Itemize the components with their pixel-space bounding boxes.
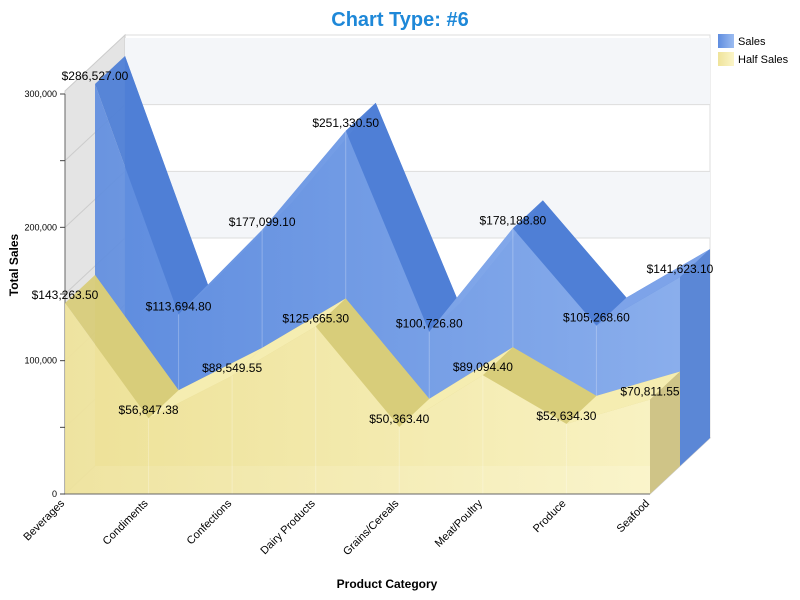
y-tick-label: 200,000 [24, 222, 57, 232]
data-label: $52,634.30 [536, 409, 596, 423]
data-label: $286,527.00 [62, 69, 129, 83]
data-label: $89,094.40 [453, 360, 513, 374]
legend-swatch [718, 34, 734, 48]
series-end-face [649, 371, 680, 494]
x-tick-label: Beverages [21, 497, 67, 543]
data-label: $100,726.80 [396, 317, 463, 331]
data-label: $251,330.50 [312, 116, 379, 130]
series-top-face [482, 347, 597, 424]
y-tick-label: 300,000 [24, 89, 57, 99]
data-label: $178,188.80 [479, 213, 546, 227]
legend-label: Half Sales [738, 54, 789, 66]
series-front-face [65, 302, 650, 494]
x-axis-title: Product Category [337, 577, 438, 591]
x-tick-label: Grains/Cereals [341, 497, 402, 558]
x-tick-label: Seafood [615, 498, 652, 535]
y-tick-label: 100,000 [24, 356, 57, 366]
data-label: $125,665.30 [282, 311, 349, 325]
data-label: $177,099.10 [229, 215, 296, 229]
x-tick-label: Meat/Poultry [433, 497, 485, 549]
grid-band [125, 38, 710, 105]
data-label: $88,549.55 [202, 361, 262, 375]
series-top-face [596, 249, 710, 326]
x-tick-label: Produce [531, 498, 568, 535]
chart-title: Chart Type: #6 [331, 9, 468, 31]
x-tick-label: Confections [185, 497, 235, 547]
series-group [65, 55, 710, 494]
data-label: $70,811.55 [620, 385, 679, 399]
series-top-face [148, 347, 263, 419]
x-tick-label: Condiments [101, 497, 151, 547]
series-top-face [315, 298, 430, 427]
series-top-face [566, 371, 680, 424]
series-top-face [399, 347, 513, 427]
data-label: $141,623.10 [647, 262, 714, 276]
data-label: $113,694.80 [146, 299, 212, 313]
x-tick-label: Dairy Products [258, 497, 318, 557]
data-labels: $286,527.00 $113,694.80 $177,099.10 $251,33… [32, 69, 714, 426]
series-top-face [232, 298, 346, 376]
y-axis-title: Total Sales [7, 233, 21, 296]
data-label: $105,268.60 [563, 311, 630, 325]
legend: Sales Half Sales [718, 34, 789, 66]
series-top-face [65, 274, 179, 419]
series-top-face [512, 200, 627, 326]
x-axis: Beverages Condiments Confections Dairy Prod… [21, 493, 652, 558]
data-label: $56,847.38 [119, 403, 179, 417]
legend-label: Sales [738, 36, 766, 48]
data-label: $143,263.50 [32, 288, 99, 302]
series-end-face [679, 249, 710, 466]
data-label: $50,363.40 [369, 412, 429, 426]
legend-swatch [718, 52, 734, 66]
series-top-face [345, 102, 460, 332]
y-tick-label: 0 [52, 489, 57, 499]
series-top-face [95, 55, 209, 315]
